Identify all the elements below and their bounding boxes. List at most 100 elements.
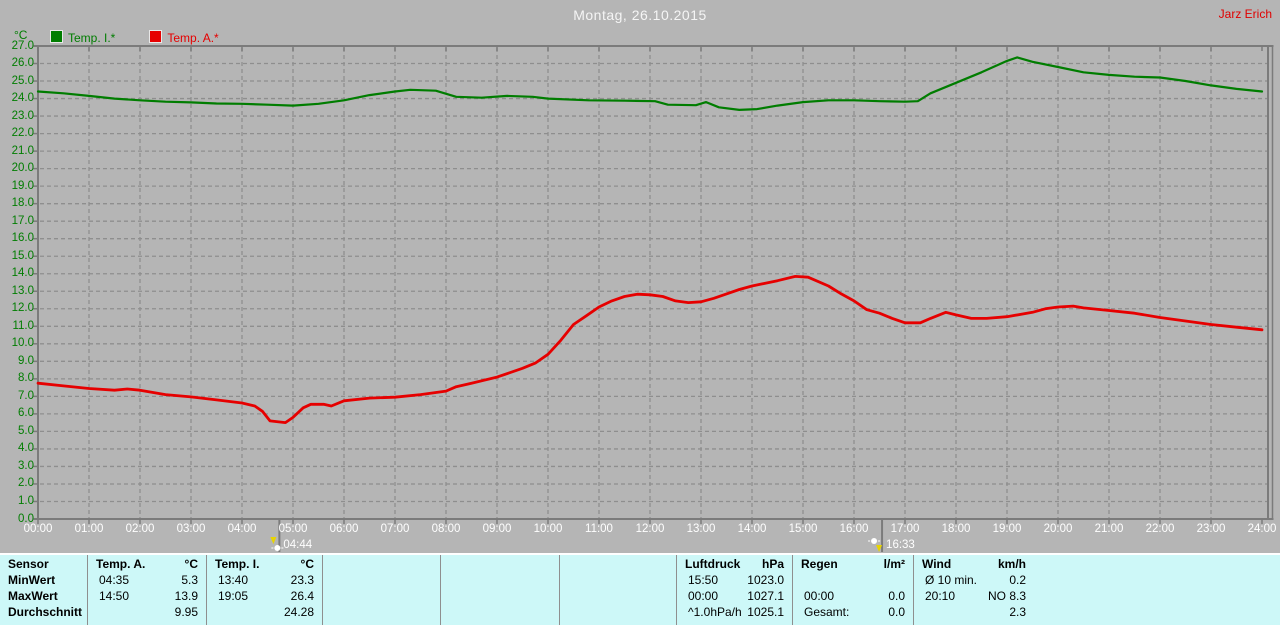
y-tick-label: 4.0 bbox=[18, 442, 34, 455]
y-tick-label: 27.0 bbox=[11, 39, 34, 52]
col-unit: °C bbox=[300, 557, 314, 571]
x-tick-label: 15:00 bbox=[788, 523, 818, 535]
x-tick-label: 16:00 bbox=[839, 523, 869, 535]
col-title: Luftdruck bbox=[685, 557, 741, 571]
cell-value: 1023.0 bbox=[747, 573, 784, 587]
y-tick-label: 8.0 bbox=[18, 372, 34, 385]
cell-value: 2.3 bbox=[1009, 605, 1026, 619]
x-tick-label: 13:00 bbox=[686, 523, 716, 535]
x-tick-label: 05:00 bbox=[278, 523, 308, 535]
x-tick-label: 20:00 bbox=[1043, 523, 1073, 535]
x-tick-label: 09:00 bbox=[482, 523, 512, 535]
y-tick-label: 0.0 bbox=[18, 512, 34, 525]
y-tick-label: 3.0 bbox=[18, 459, 34, 472]
cell-time: 04:35 bbox=[99, 573, 130, 587]
col-unit: km/h bbox=[997, 557, 1026, 571]
col-title: Regen bbox=[801, 557, 838, 571]
y-tick-label: 13.0 bbox=[11, 284, 34, 297]
cell-value: NO 8.3 bbox=[987, 589, 1026, 603]
y-tick-label: 5.0 bbox=[18, 424, 34, 437]
y-tick-label: 9.0 bbox=[18, 354, 34, 367]
x-tick-label: 08:00 bbox=[431, 523, 461, 535]
y-tick-label: 18.0 bbox=[11, 197, 34, 210]
legend-item-temp-a: Temp. A.* bbox=[149, 30, 219, 45]
sunrise-icon bbox=[270, 537, 284, 551]
y-tick-label: 15.0 bbox=[11, 249, 34, 262]
x-tick-label: 23:00 bbox=[1196, 523, 1226, 535]
x-tick-label: 02:00 bbox=[125, 523, 155, 535]
series-temp-a-line bbox=[36, 274, 1264, 425]
y-tick-label: 6.0 bbox=[18, 407, 34, 420]
cell-value: 13.9 bbox=[174, 589, 198, 603]
cell-value: 26.4 bbox=[290, 589, 314, 603]
cell-time: ^1.0hPa/h bbox=[688, 605, 742, 619]
y-tick-label: 26.0 bbox=[11, 57, 34, 70]
col-title: Temp. I. bbox=[215, 557, 260, 571]
x-tick-label: 12:00 bbox=[635, 523, 665, 535]
y-tick-label: 21.0 bbox=[11, 144, 34, 157]
col-unit: °C bbox=[184, 557, 198, 571]
table-column-divider bbox=[792, 555, 793, 625]
x-tick-label: 11:00 bbox=[585, 523, 613, 535]
table-column-divider bbox=[440, 555, 441, 625]
cell-time: 19:05 bbox=[218, 589, 249, 603]
y-tick-label: 24.0 bbox=[11, 92, 34, 105]
x-tick-label: 17:00 bbox=[890, 523, 920, 535]
chart-legend: Temp. I.* Temp. A.* bbox=[50, 29, 253, 45]
table-column-divider bbox=[913, 555, 914, 625]
row-label-sensor: Sensor bbox=[8, 557, 49, 571]
table-column-divider bbox=[206, 555, 207, 625]
cell-value: 0.0 bbox=[888, 605, 905, 619]
x-tick-label: 00:00 bbox=[23, 523, 53, 535]
col-title: Wind bbox=[922, 557, 952, 571]
sunset-icon bbox=[868, 538, 883, 552]
x-tick-label: 21:00 bbox=[1094, 523, 1124, 535]
y-tick-label: 20.0 bbox=[11, 162, 34, 175]
y-axis-unit-label: °C bbox=[14, 28, 28, 42]
x-tick-label: 19:00 bbox=[992, 523, 1022, 535]
cell-value: 1027.1 bbox=[747, 589, 784, 603]
table-column-divider bbox=[676, 555, 677, 625]
cell-time: Ø 10 min. bbox=[925, 573, 978, 587]
legend-swatch-icon bbox=[50, 30, 63, 43]
x-tick-label: 06:00 bbox=[329, 523, 359, 535]
x-tick-label: 18:00 bbox=[941, 523, 971, 535]
x-tick-label: 04:00 bbox=[227, 523, 257, 535]
col-unit: l/m² bbox=[883, 557, 905, 571]
cell-value: 9.95 bbox=[174, 605, 198, 619]
cell-time: 00:00 bbox=[804, 589, 835, 603]
y-tick-label: 7.0 bbox=[18, 389, 34, 402]
x-tick-label: 10:00 bbox=[533, 523, 563, 535]
row-label-durchschnitt: Durchschnitt bbox=[8, 605, 83, 619]
cell-value: 5.3 bbox=[181, 573, 198, 587]
y-tick-label: 23.0 bbox=[11, 109, 34, 122]
legend-swatch-icon bbox=[149, 30, 163, 43]
table-column-divider bbox=[87, 555, 88, 625]
cell-time: 00:00 bbox=[688, 589, 719, 603]
cell-value: 23.3 bbox=[290, 573, 314, 587]
temperature-chart bbox=[33, 45, 1274, 552]
cell-time: 14:50 bbox=[99, 589, 130, 603]
y-tick-label: 12.0 bbox=[11, 302, 34, 315]
y-tick-label: 19.0 bbox=[11, 179, 34, 192]
y-tick-label: 17.0 bbox=[11, 214, 34, 227]
x-tick-label: 22:00 bbox=[1145, 523, 1175, 535]
cell-time: Gesamt: bbox=[804, 605, 850, 619]
row-label-maxwert: MaxWert bbox=[8, 589, 58, 603]
page-title: Montag, 26.10.2015 bbox=[573, 7, 707, 23]
cell-time: 15:50 bbox=[688, 573, 719, 587]
chart-table-divider bbox=[0, 553, 1280, 555]
stats-table: Sensor MinWert MaxWert Durchschnitt Temp. A.… bbox=[0, 555, 1280, 625]
cell-value: 0.0 bbox=[888, 589, 905, 603]
y-tick-label: 1.0 bbox=[18, 494, 34, 507]
owner-watermark: Jarz Erich bbox=[1218, 7, 1272, 21]
x-tick-label: 24:00 bbox=[1247, 523, 1277, 535]
legend-item-temp-i: Temp. I.* bbox=[50, 30, 115, 45]
cell-time: 20:10 bbox=[925, 589, 956, 603]
cell-time: 13:40 bbox=[218, 573, 249, 587]
sunset-time-label: 16:33 bbox=[886, 539, 915, 551]
row-label-minwert: MinWert bbox=[8, 573, 56, 587]
y-tick-label: 14.0 bbox=[11, 267, 34, 280]
legend-label: Temp. A.* bbox=[167, 31, 219, 45]
